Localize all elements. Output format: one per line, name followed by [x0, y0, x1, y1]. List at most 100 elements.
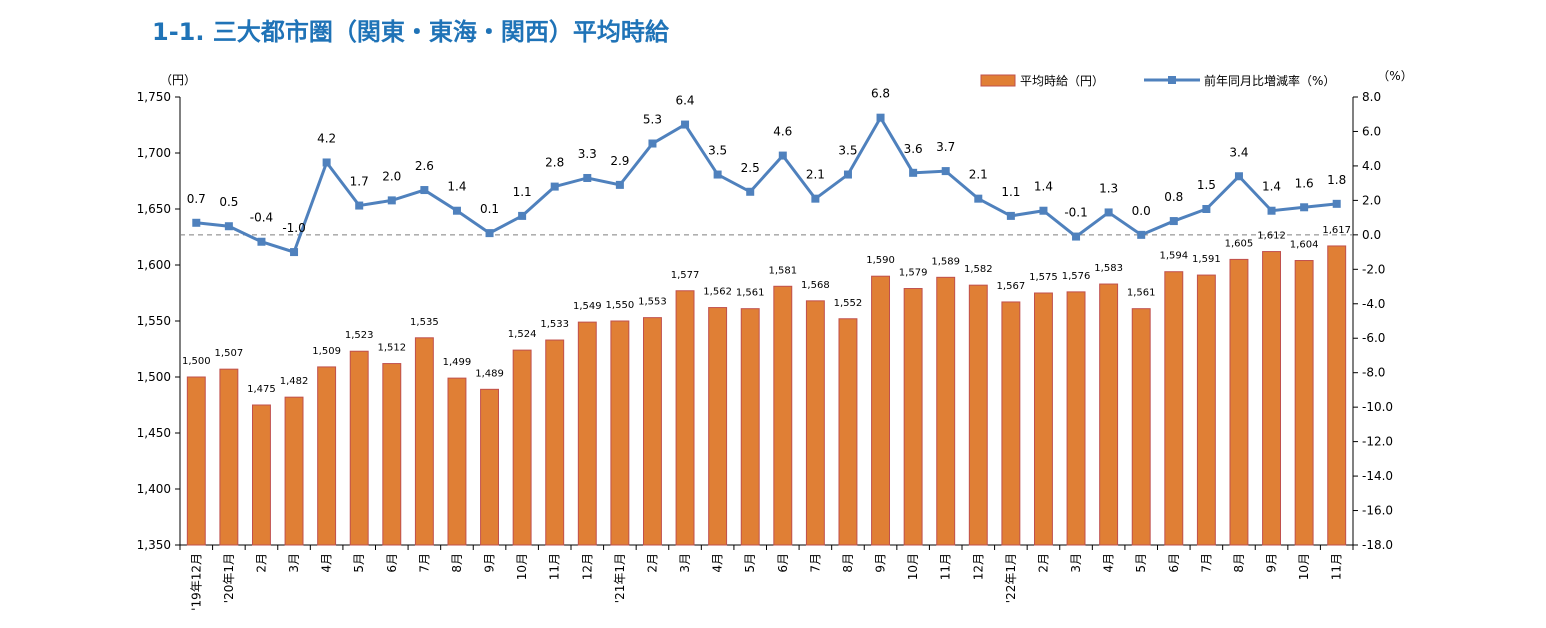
bar-value-label: 1,567 — [997, 281, 1026, 292]
line-value-label: 5.3 — [643, 113, 662, 127]
x-category-label: 8月 — [841, 553, 855, 573]
x-category-label: 3月 — [678, 553, 692, 573]
legend-line-marker — [1168, 76, 1176, 84]
bar-value-label: 1,579 — [899, 268, 928, 279]
bar-value-label: 1,594 — [1159, 251, 1188, 262]
bar — [903, 288, 923, 546]
bar — [1294, 260, 1314, 546]
x-category-label: 6月 — [776, 553, 790, 573]
x-category-label: 3月 — [287, 553, 301, 573]
bar — [251, 404, 271, 546]
bar — [1131, 308, 1151, 546]
line-point — [811, 194, 820, 203]
left-tick-label: 1,450 — [137, 426, 171, 440]
bar-value-label: 1,552 — [834, 298, 863, 309]
left-tick-label: 1,700 — [137, 146, 171, 160]
line-value-label: 6.4 — [675, 94, 694, 108]
line-value-label: 3.5 — [838, 144, 857, 158]
bar — [871, 275, 891, 546]
line-point — [1072, 232, 1081, 241]
line-value-label: 1.5 — [1197, 178, 1216, 192]
bar-value-label: 1,605 — [1225, 238, 1254, 249]
x-category-label: 5月 — [1134, 553, 1148, 573]
line-value-label: 0.8 — [1164, 190, 1183, 204]
bar — [805, 300, 825, 546]
right-tick-label: 4.0 — [1362, 159, 1381, 173]
bar-value-label: 1,512 — [377, 343, 406, 354]
line-value-label: 2.0 — [382, 169, 401, 183]
x-category-label: '22年1月 — [1004, 553, 1018, 603]
x-category-label: '19年12月 — [189, 553, 203, 611]
bar — [1196, 274, 1216, 546]
bar-value-label: 1,589 — [931, 256, 960, 267]
bar-value-label: 1,553 — [638, 297, 667, 308]
bar-value-label: 1,533 — [540, 319, 569, 330]
x-category-label: 2月 — [254, 553, 268, 573]
bar — [1164, 271, 1184, 546]
bar — [838, 318, 858, 546]
right-tick-label: -14.0 — [1362, 469, 1393, 483]
x-category-label: 5月 — [352, 553, 366, 573]
line-point — [1137, 230, 1146, 239]
x-category-label: 3月 — [1069, 553, 1083, 573]
bar — [968, 284, 988, 546]
line-value-label: 0.5 — [219, 195, 238, 209]
bar-value-label: 1,523 — [345, 330, 374, 341]
legend-bar-swatch — [980, 74, 1016, 87]
bar-value-label: 1,507 — [215, 348, 244, 359]
bar-value-label: 1,535 — [410, 317, 439, 328]
line-value-label: 2.5 — [741, 161, 760, 175]
x-category-label: '20年1月 — [222, 553, 236, 603]
bar — [642, 317, 662, 546]
line-point — [1234, 172, 1243, 181]
bar — [447, 377, 467, 546]
line-value-label: 3.7 — [936, 140, 955, 154]
line-value-label: 0.0 — [1132, 204, 1151, 218]
line-point — [583, 173, 592, 182]
x-category-label: 5月 — [743, 553, 757, 573]
right-tick-label: 0.0 — [1362, 228, 1381, 242]
bar — [349, 350, 369, 546]
bar — [284, 396, 304, 546]
line-point — [387, 196, 396, 205]
bar-value-label: 1,604 — [1290, 240, 1319, 251]
x-category-label: 12月 — [971, 553, 985, 580]
bar — [610, 320, 630, 546]
line-point — [843, 170, 852, 179]
line-point — [876, 113, 885, 122]
x-category-label: 4月 — [711, 553, 725, 573]
line-value-label: 3.5 — [708, 144, 727, 158]
x-category-label: 11月 — [939, 553, 953, 580]
bar-value-label: 1,475 — [247, 384, 276, 395]
bar — [1099, 283, 1119, 546]
x-category-label: 7月 — [808, 553, 822, 573]
line-point — [615, 180, 624, 189]
bar — [1001, 301, 1021, 546]
line-value-label: 2.8 — [545, 156, 564, 170]
line-point — [355, 201, 364, 210]
x-category-label: 9月 — [1265, 553, 1279, 573]
line-point — [648, 139, 657, 148]
line-point — [909, 168, 918, 177]
line-value-label: -0.1 — [1064, 206, 1087, 220]
line-point — [1300, 203, 1309, 212]
bar — [675, 290, 695, 546]
line-value-label: 1.8 — [1327, 173, 1346, 187]
x-category-label: 2月 — [645, 553, 659, 573]
bar-value-label: 1,582 — [964, 264, 993, 275]
bar-value-label: 1,524 — [508, 329, 537, 340]
left-tick-label: 1,600 — [137, 258, 171, 272]
bar-value-label: 1,549 — [573, 301, 602, 312]
left-tick-label: 1,650 — [137, 202, 171, 216]
line-point — [1039, 206, 1048, 215]
bar — [382, 363, 402, 546]
right-axis-unit: （%） — [1377, 69, 1412, 83]
line-value-label: 1.4 — [1262, 180, 1281, 194]
bar-value-label: 1,561 — [1127, 288, 1156, 299]
bar — [219, 368, 239, 546]
x-category-label: 10月 — [515, 553, 529, 580]
x-category-label: 11月 — [1330, 553, 1344, 580]
x-category-label: 6月 — [1167, 553, 1181, 573]
line-point — [1267, 206, 1276, 215]
bar-value-label: 1,577 — [671, 270, 700, 281]
